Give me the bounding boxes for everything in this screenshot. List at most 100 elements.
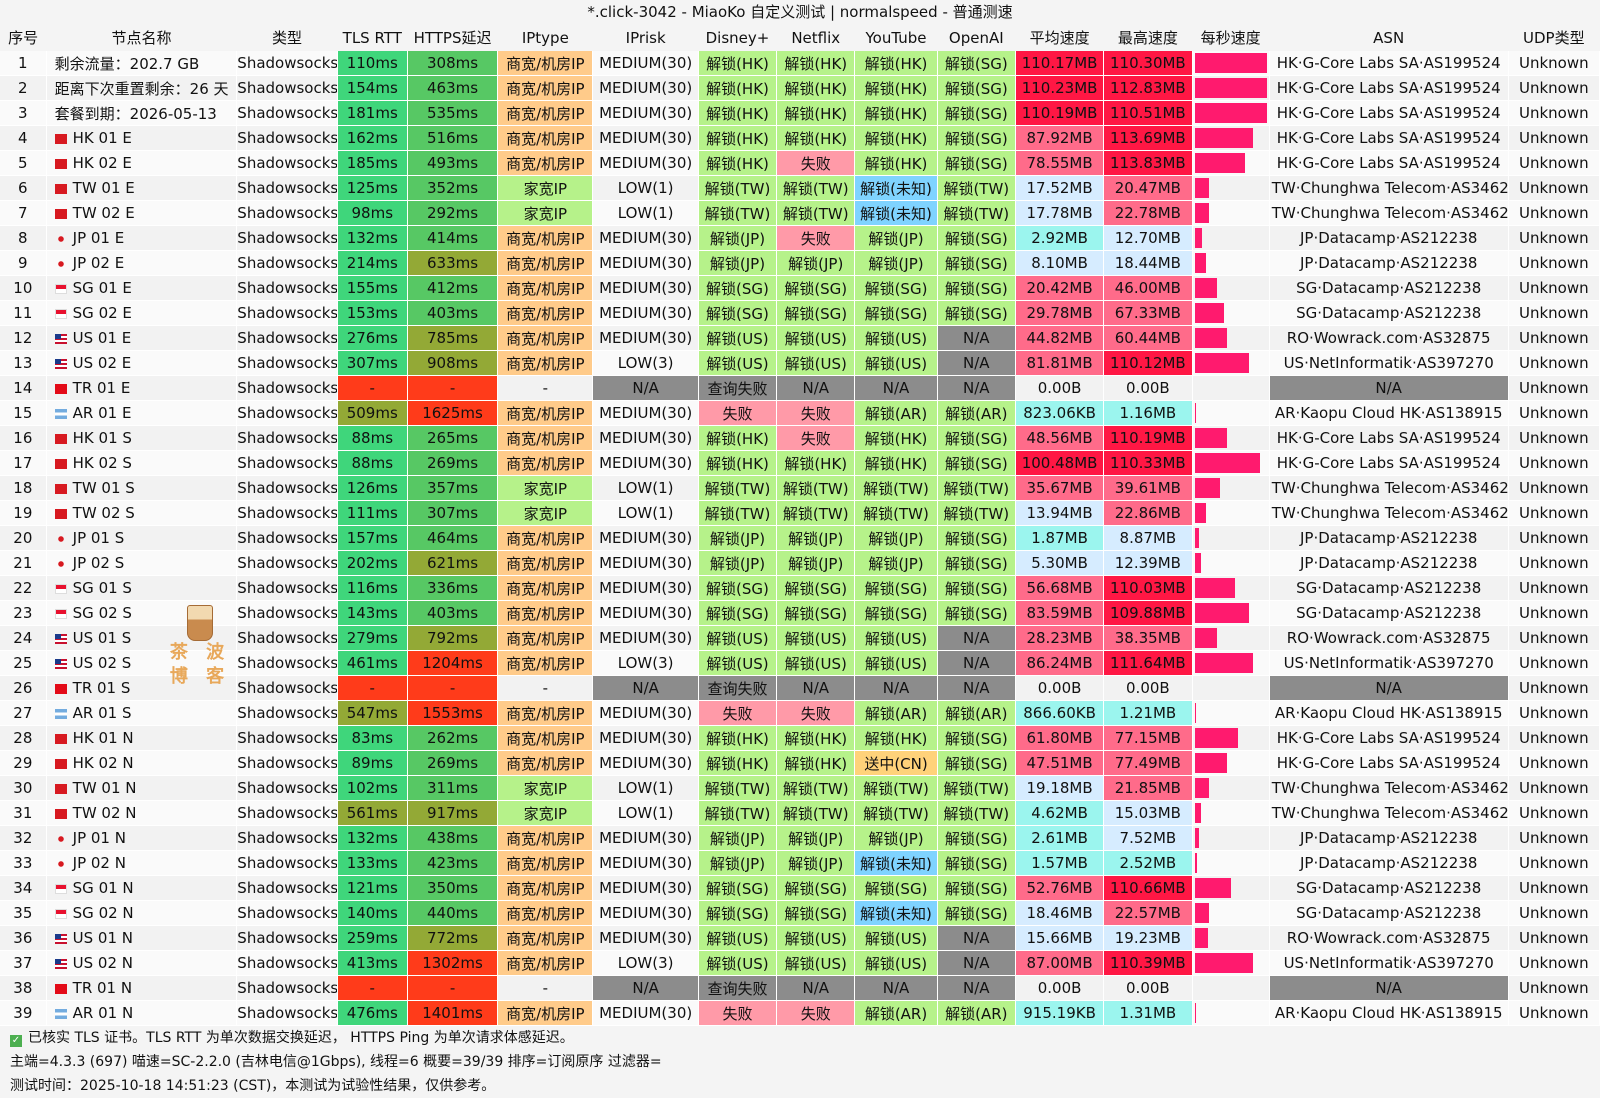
- column-header[interactable]: 平均速度: [1015, 24, 1104, 51]
- column-header[interactable]: OpenAI: [937, 24, 1016, 51]
- table-row[interactable]: 25 US 02 S Shadowsocks 461ms 1204ms 商宽/机房IP LO…: [0, 650, 1600, 676]
- column-header[interactable]: Netflix: [776, 24, 855, 51]
- disney-status-cell: 解锁(SG): [698, 875, 778, 901]
- asn-cell: SG·Datacamp·AS212238: [1269, 300, 1509, 326]
- table-row[interactable]: 19 TW 02 S Shadowsocks 111ms 307ms 家宽IP LOW(1)…: [0, 500, 1600, 526]
- table-row[interactable]: 33 JP 02 N Shadowsocks 133ms 423ms 商宽/机房IP MED…: [0, 850, 1600, 876]
- asn-cell: HK·G-Core Labs SA·AS199524: [1269, 725, 1509, 751]
- max-speed-cell: 77.15MB: [1103, 725, 1193, 751]
- asn-cell: TW·Chunghwa Telecom·AS3462: [1269, 200, 1509, 226]
- table-row[interactable]: 38 TR 01 N Shadowsocks - - - N/A 查询失败 N/A N/A N/A 0…: [0, 975, 1600, 1001]
- table-row[interactable]: 32 JP 01 N Shadowsocks 132ms 438ms 商宽/机房IP MED…: [0, 825, 1600, 851]
- max-speed-cell: 110.12MB: [1103, 350, 1193, 376]
- node-type-cell: Shadowsocks: [236, 175, 338, 201]
- table-row[interactable]: 27 AR 01 S Shadowsocks 547ms 1553ms 商宽/机房IP ME…: [0, 700, 1600, 726]
- tls-rtt-cell: 132ms: [337, 825, 408, 851]
- table-row[interactable]: 23 SG 02 S Shadowsocks 143ms 403ms 商宽/机房IP MED…: [0, 600, 1600, 626]
- column-header[interactable]: Disney+: [698, 24, 777, 51]
- table-row[interactable]: 37 US 02 N Shadowsocks 413ms 1302ms 商宽/机房IP LO…: [0, 950, 1600, 976]
- table-row[interactable]: 16 HK 01 S Shadowsocks 88ms 265ms 商宽/机房IP MEDI…: [0, 425, 1600, 451]
- column-header[interactable]: YouTube: [854, 24, 938, 51]
- table-row[interactable]: 10 SG 01 E Shadowsocks 155ms 412ms 商宽/机房IP MED…: [0, 275, 1600, 301]
- table-row[interactable]: 4 HK 01 E Shadowsocks 162ms 516ms 商宽/机房IP MEDI…: [0, 125, 1600, 151]
- openai-status-cell: 解锁(TW): [937, 775, 1016, 801]
- table-row[interactable]: 2 距离下次重置剩余：26 天 Shadowsocks 154ms 463ms 商宽/机房…: [0, 75, 1600, 101]
- table-row[interactable]: 21 JP 02 S Shadowsocks 202ms 621ms 商宽/机房IP MED…: [0, 550, 1600, 576]
- tls-rtt-cell: 83ms: [337, 725, 408, 751]
- asn-cell: SG·Datacamp·AS212238: [1269, 900, 1509, 926]
- udp-type-cell: Unknown: [1508, 500, 1600, 526]
- row-number-cell: 7: [0, 200, 47, 226]
- max-speed-cell: 12.70MB: [1103, 225, 1193, 251]
- openai-status-cell: 解锁(SG): [937, 850, 1016, 876]
- column-header[interactable]: 类型: [236, 24, 338, 51]
- flag-hk-icon: [54, 134, 67, 144]
- table-row[interactable]: 31 TW 02 N Shadowsocks 561ms 917ms 家宽IP LOW(1)…: [0, 800, 1600, 826]
- max-speed-cell: 18.44MB: [1103, 250, 1193, 276]
- openai-status-cell: 解锁(SG): [937, 225, 1016, 251]
- table-row[interactable]: 8 JP 01 E Shadowsocks 132ms 414ms 商宽/机房IP MEDI…: [0, 225, 1600, 251]
- column-header[interactable]: HTTPS延迟: [407, 24, 498, 51]
- column-header[interactable]: UDP类型: [1508, 24, 1600, 51]
- node-name-text: US 01 E: [72, 329, 132, 347]
- table-row[interactable]: 3 套餐到期：2026-05-13 Shadowsocks 181ms 535ms 商宽/…: [0, 100, 1600, 126]
- table-row[interactable]: 14 TR 01 E Shadowsocks - - - N/A 查询失败 N/A N/A N/A 0…: [0, 375, 1600, 401]
- results-body: 1 剩余流量：202.7 GB Shadowsocks 110ms 308ms 商宽/机房…: [0, 51, 1600, 1026]
- table-row[interactable]: 24 US 01 S Shadowsocks 279ms 792ms 商宽/机房IP MED…: [0, 625, 1600, 651]
- column-header[interactable]: IPtype: [497, 24, 593, 51]
- table-row[interactable]: 12 US 01 E Shadowsocks 276ms 785ms 商宽/机房IP MED…: [0, 325, 1600, 351]
- disney-status-cell: 解锁(JP): [698, 250, 778, 276]
- node-name-text: 剩余流量：202.7 GB: [54, 54, 200, 73]
- avg-speed-cell: 56.68MB: [1015, 575, 1105, 601]
- avg-speed-cell: 1.87MB: [1015, 525, 1105, 551]
- ip-risk-cell: MEDIUM(30): [592, 400, 699, 426]
- column-header[interactable]: IPrisk: [592, 24, 699, 51]
- https-latency-cell: 357ms: [407, 475, 499, 501]
- speed-sparkline-cell: [1192, 200, 1270, 226]
- table-row[interactable]: 26 TR 01 S Shadowsocks - - - N/A 查询失败 N/A N/A N/A 0…: [0, 675, 1600, 701]
- speed-bar: [1194, 628, 1217, 648]
- column-header[interactable]: TLS RTT: [337, 24, 408, 51]
- node-name-cell: TW 01 N: [46, 775, 238, 801]
- column-header[interactable]: 序号: [0, 24, 47, 51]
- table-row[interactable]: 1 剩余流量：202.7 GB Shadowsocks 110ms 308ms 商宽/机房…: [0, 51, 1600, 76]
- node-type-cell: Shadowsocks: [236, 325, 338, 351]
- table-row[interactable]: 30 TW 01 N Shadowsocks 102ms 311ms 家宽IP LOW(1)…: [0, 775, 1600, 801]
- table-row[interactable]: 34 SG 01 N Shadowsocks 121ms 350ms 商宽/机房IP MED…: [0, 875, 1600, 901]
- asn-cell: SG·Datacamp·AS212238: [1269, 575, 1509, 601]
- netflix-status-cell: 解锁(JP): [776, 825, 856, 851]
- node-name-text: SG 01 E: [72, 279, 132, 297]
- table-row[interactable]: 13 US 02 E Shadowsocks 307ms 908ms 商宽/机房IP LOW…: [0, 350, 1600, 376]
- column-header[interactable]: 每秒速度: [1192, 24, 1270, 51]
- table-row[interactable]: 18 TW 01 S Shadowsocks 126ms 357ms 家宽IP LOW(1)…: [0, 475, 1600, 501]
- table-row[interactable]: 35 SG 02 N Shadowsocks 140ms 440ms 商宽/机房IP MED…: [0, 900, 1600, 926]
- table-row[interactable]: 36 US 01 N Shadowsocks 259ms 772ms 商宽/机房IP MED…: [0, 925, 1600, 951]
- row-number-cell: 6: [0, 175, 47, 201]
- table-row[interactable]: 28 HK 01 N Shadowsocks 83ms 262ms 商宽/机房IP MEDI…: [0, 725, 1600, 751]
- table-row[interactable]: 5 HK 02 E Shadowsocks 185ms 493ms 商宽/机房IP MEDI…: [0, 150, 1600, 176]
- column-header[interactable]: 节点名称: [46, 24, 237, 51]
- openai-status-cell: N/A: [937, 675, 1016, 701]
- youtube-status-cell: 解锁(TW): [854, 775, 938, 801]
- youtube-status-cell: 解锁(US): [854, 625, 938, 651]
- column-header[interactable]: 最高速度: [1103, 24, 1193, 51]
- table-row[interactable]: 20 JP 01 S Shadowsocks 157ms 464ms 商宽/机房IP MED…: [0, 525, 1600, 551]
- disney-status-cell: 解锁(HK): [698, 425, 778, 451]
- table-row[interactable]: 9 JP 02 E Shadowsocks 214ms 633ms 商宽/机房IP MEDI…: [0, 250, 1600, 276]
- column-header[interactable]: ASN: [1269, 24, 1509, 51]
- table-row[interactable]: 29 HK 02 N Shadowsocks 89ms 269ms 商宽/机房IP MEDI…: [0, 750, 1600, 776]
- ip-type-cell: 商宽/机房IP: [497, 925, 594, 951]
- table-row[interactable]: 15 AR 01 E Shadowsocks 509ms 1625ms 商宽/机房IP ME…: [0, 400, 1600, 426]
- table-row[interactable]: 6 TW 01 E Shadowsocks 125ms 352ms 家宽IP LOW(1) 解…: [0, 175, 1600, 201]
- table-row[interactable]: 11 SG 02 E Shadowsocks 153ms 403ms 商宽/机房IP MED…: [0, 300, 1600, 326]
- https-latency-cell: 269ms: [407, 750, 499, 776]
- openai-status-cell: 解锁(SG): [937, 425, 1016, 451]
- table-row[interactable]: 39 AR 01 N Shadowsocks 476ms 1401ms 商宽/机房IP ME…: [0, 1000, 1600, 1026]
- asn-cell: RO·Wowrack.com·AS32875: [1269, 325, 1509, 351]
- table-row[interactable]: 17 HK 02 S Shadowsocks 88ms 269ms 商宽/机房IP MEDI…: [0, 450, 1600, 476]
- table-row[interactable]: 7 TW 02 E Shadowsocks 98ms 292ms 家宽IP LOW(1) 解锁…: [0, 200, 1600, 226]
- table-row[interactable]: 22 SG 01 S Shadowsocks 116ms 336ms 商宽/机房IP MED…: [0, 575, 1600, 601]
- speed-bar: [1194, 953, 1253, 973]
- row-number-cell: 38: [0, 975, 47, 1001]
- ip-type-cell: 商宽/机房IP: [497, 100, 594, 126]
